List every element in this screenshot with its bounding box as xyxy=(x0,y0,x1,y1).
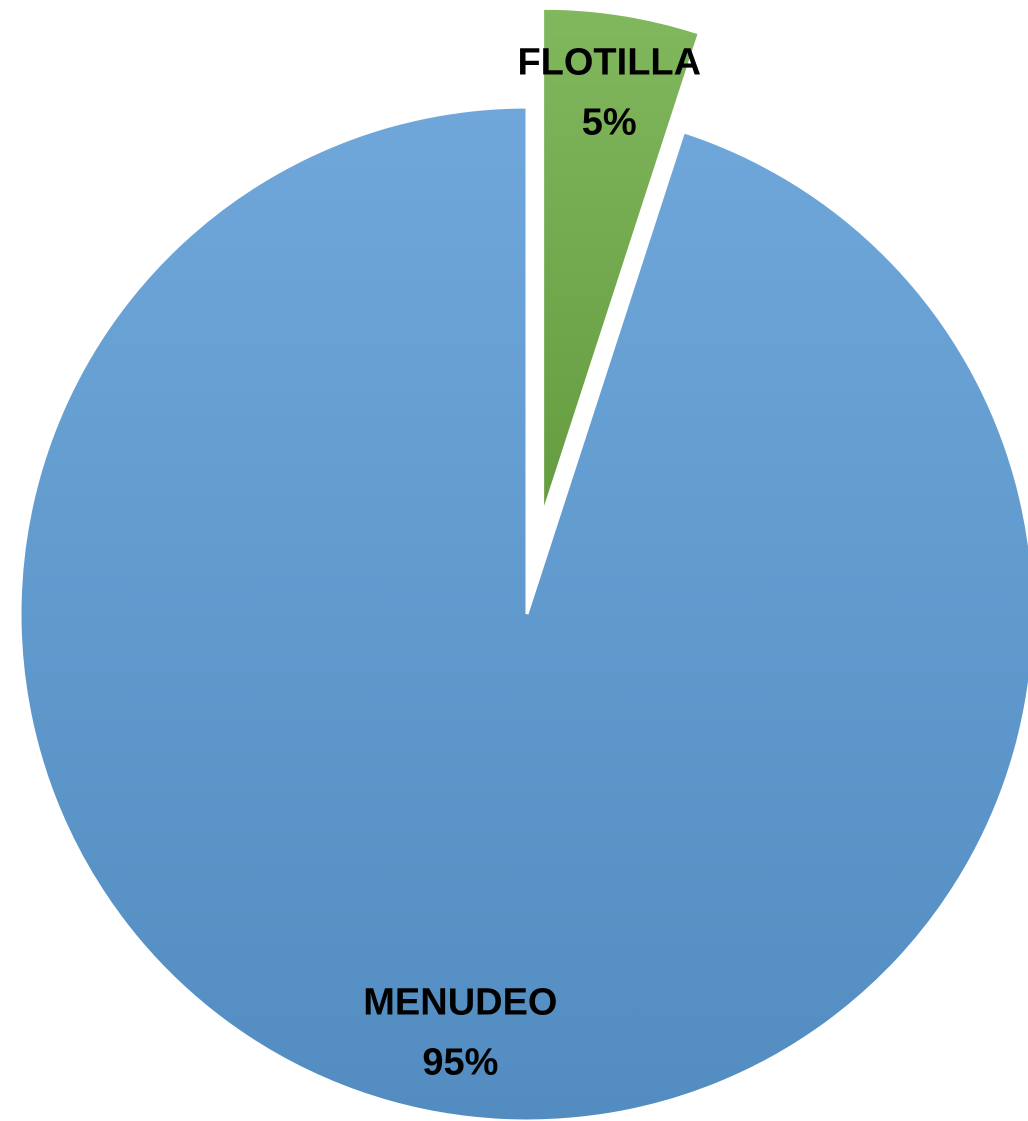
slice-category-label: MENUDEO xyxy=(363,982,557,1024)
slice-value-label: 95% xyxy=(422,1042,498,1084)
slice-value-label: 5% xyxy=(582,102,637,144)
slice-category-label: FLOTILLA xyxy=(517,42,701,84)
slices xyxy=(18,6,1028,1121)
labels: FLOTILLA 5% MENUDEO 95% xyxy=(363,42,701,1084)
pie-slice xyxy=(541,6,702,516)
pie-slice xyxy=(18,105,1028,1121)
